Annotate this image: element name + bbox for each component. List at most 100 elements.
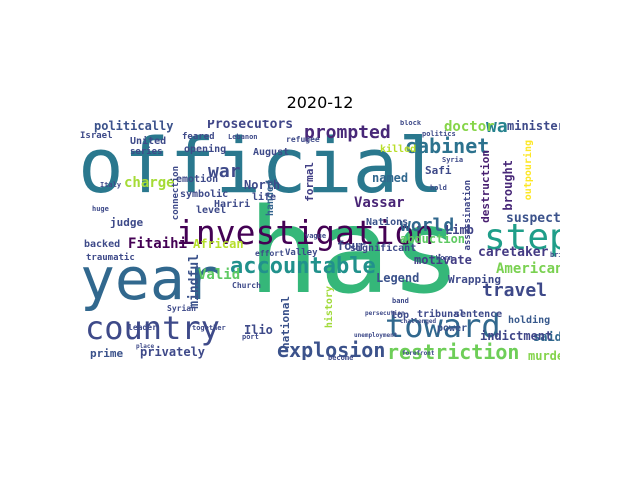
cloud-word: said (533, 330, 560, 344)
cloud-word: caretaker (478, 245, 549, 260)
cloud-word: war (208, 161, 241, 182)
cloud-word: challenged (400, 318, 437, 325)
cloud-word: explosion (277, 338, 386, 360)
cloud-word: has (248, 182, 462, 320)
cloud-word: country (85, 309, 220, 347)
cloud-word: cabinet (405, 134, 490, 158)
cloud-word: African (193, 237, 244, 251)
cloud-word: leader (128, 323, 157, 332)
cloud-word: port (242, 333, 259, 341)
cloud-word: privately (140, 345, 206, 359)
cloud-word: killed (380, 144, 417, 155)
cloud-word: formal (303, 162, 316, 202)
cloud-word: mindful (187, 254, 202, 309)
cloud-word: Limb (445, 223, 474, 237)
cloud-word: wa (486, 120, 508, 137)
cloud-word: connection (171, 166, 181, 221)
cloud-word: Syrian (167, 304, 196, 313)
cloud-word: Nations (366, 217, 409, 228)
cloud-word: traumatic (86, 253, 135, 263)
cloud-word: tribunal (417, 309, 466, 320)
cloud-word: Syria (442, 156, 464, 164)
cloud-word: investigation (176, 213, 435, 252)
cloud-word: opening (184, 144, 227, 155)
cloud-word: vague (305, 232, 327, 240)
page-title: 2020-12 (286, 93, 354, 112)
cloud-word: Italy (100, 181, 122, 189)
cloud-word: series (130, 147, 163, 157)
cloud-word: abduction (400, 232, 466, 246)
cloud-word: unemployment (354, 332, 398, 339)
cloud-word: August (253, 147, 290, 158)
cloud-word: block (400, 120, 422, 127)
cloud-word: accountable (230, 254, 376, 279)
cloud-word: become (328, 354, 354, 361)
cloud-word: four (337, 239, 366, 253)
cloud-word: Lebanon (228, 133, 258, 141)
cloud-word: top (391, 310, 410, 321)
cloud-word: step (484, 217, 560, 258)
cloud-word: huge (92, 205, 109, 213)
cloud-word: world (400, 215, 455, 236)
cloud-word: restriction (387, 340, 520, 360)
cloud-word: Wrapping (448, 273, 501, 286)
cloud-word: Vassar (354, 195, 405, 211)
cloud-word: sentence (454, 309, 503, 320)
cloud-word: politically (94, 120, 174, 133)
cloud-word: feared (182, 132, 215, 142)
cloud-word: assassination (463, 180, 473, 251)
cloud-word: Fitaihi (128, 236, 188, 252)
cloud-word: Prosecutors (207, 120, 294, 132)
cloud-word: persecution (365, 310, 405, 317)
cloud-word: Hariri (214, 199, 251, 210)
cloud-word: toward (385, 307, 501, 345)
cloud-word: doctor (444, 120, 495, 135)
cloud-word: forefront (402, 350, 435, 357)
cloud-word: band (392, 297, 409, 305)
cloud-word: motivate (414, 253, 472, 267)
cloud-word: Safi (425, 164, 452, 177)
cloud-word: outpouring (523, 140, 534, 201)
cloud-word: Israel (80, 131, 113, 141)
cloud-word: refugee (286, 135, 320, 144)
cloud-word: effort (255, 249, 284, 258)
cloud-word: national (279, 296, 292, 349)
cloud-word: place (136, 343, 155, 350)
cloud-word: United (130, 136, 167, 147)
cloud-word: indictment (480, 329, 553, 343)
cloud-word: North (244, 178, 281, 192)
cloud-word: travel (482, 280, 548, 301)
word-cloud: official has year investigation step country t… (80, 120, 560, 360)
cloud-word: Worn (436, 254, 453, 262)
cloud-word: Ilio (244, 323, 273, 337)
cloud-word: prompted (304, 122, 391, 143)
cloud-word: together (192, 324, 226, 332)
cloud-word: life (252, 192, 277, 203)
cloud-word: emotion (176, 174, 219, 185)
cloud-word: hold (430, 184, 447, 192)
cloud-word: year (80, 245, 220, 313)
cloud-word: level (196, 205, 227, 216)
cloud-word: politics (422, 130, 456, 138)
cloud-word: official (80, 121, 445, 210)
cloud-word: significant (350, 243, 417, 254)
cloud-word: suspect (506, 211, 560, 226)
cloud-word: destruction (479, 150, 492, 223)
cloud-word: charge (124, 175, 175, 191)
cloud-word: symbolic (180, 189, 229, 200)
cloud-word: brought (501, 160, 515, 211)
cloud-word: bring (550, 251, 560, 259)
cloud-word: judge (110, 216, 144, 229)
cloud-word: Church (232, 281, 261, 290)
cloud-word: history (324, 286, 335, 329)
cloud-word: Valid (198, 267, 241, 283)
cloud-word: holding (508, 315, 551, 326)
cloud-word: murder (528, 349, 560, 360)
cloud-word: power (437, 323, 468, 334)
cloud-word: American (496, 261, 560, 277)
cloud-word: prime (90, 347, 124, 360)
cloud-word: minister (507, 120, 560, 133)
cloud-word: backed (84, 239, 121, 250)
cloud-word: Valley (285, 248, 318, 258)
cloud-word: Legend (376, 271, 420, 285)
